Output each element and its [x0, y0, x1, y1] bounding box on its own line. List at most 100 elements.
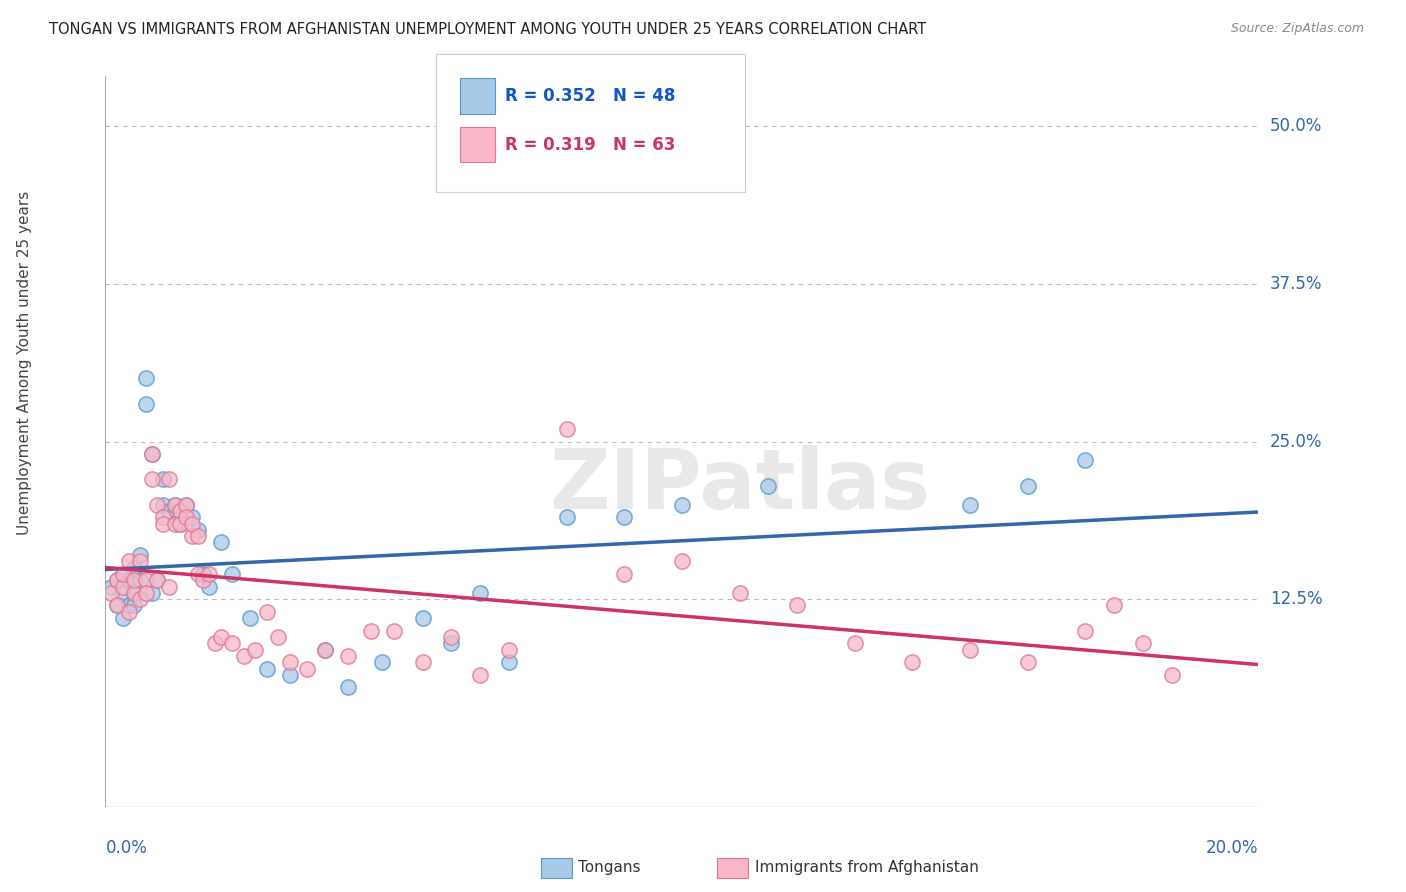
- Point: [336, 648, 359, 663]
- Point: [314, 642, 336, 657]
- Point: [169, 516, 191, 531]
- Point: [239, 611, 262, 625]
- Point: [157, 504, 180, 518]
- Point: [336, 681, 359, 695]
- Point: [124, 574, 146, 588]
- Point: [174, 498, 197, 512]
- Text: 37.5%: 37.5%: [1270, 275, 1323, 293]
- Point: [221, 566, 243, 581]
- Point: [470, 668, 492, 682]
- Point: [187, 523, 209, 537]
- Point: [146, 574, 169, 588]
- Point: [163, 516, 186, 531]
- Point: [198, 580, 221, 594]
- Point: [100, 580, 122, 594]
- Point: [169, 504, 191, 518]
- Point: [117, 605, 139, 619]
- Point: [297, 661, 319, 675]
- Point: [100, 586, 122, 600]
- Point: [124, 586, 146, 600]
- Point: [180, 529, 204, 543]
- Point: [105, 574, 128, 588]
- Point: [141, 447, 163, 461]
- Point: [1161, 668, 1184, 682]
- Point: [278, 655, 301, 669]
- Point: [174, 498, 197, 512]
- Point: [382, 624, 405, 638]
- Point: [163, 498, 186, 512]
- Point: [671, 554, 693, 568]
- Point: [555, 422, 578, 436]
- Point: [105, 574, 128, 588]
- Point: [1017, 655, 1039, 669]
- Point: [221, 636, 243, 650]
- Point: [169, 516, 191, 531]
- Point: [174, 510, 197, 524]
- Point: [1017, 478, 1039, 492]
- Point: [129, 592, 152, 607]
- Point: [959, 642, 981, 657]
- Point: [146, 574, 169, 588]
- Point: [959, 498, 981, 512]
- Point: [498, 655, 520, 669]
- Point: [411, 655, 433, 669]
- Point: [758, 478, 780, 492]
- Point: [232, 648, 254, 663]
- Point: [111, 586, 134, 600]
- Text: R = 0.352   N = 48: R = 0.352 N = 48: [505, 87, 675, 105]
- Text: 12.5%: 12.5%: [1270, 591, 1323, 608]
- Point: [135, 397, 157, 411]
- Point: [129, 548, 152, 562]
- Text: TONGAN VS IMMIGRANTS FROM AFGHANISTAN UNEMPLOYMENT AMONG YOUTH UNDER 25 YEARS CO: TONGAN VS IMMIGRANTS FROM AFGHANISTAN UN…: [49, 22, 927, 37]
- Point: [209, 630, 232, 644]
- Point: [152, 472, 174, 486]
- Point: [141, 447, 163, 461]
- Point: [117, 574, 139, 588]
- Point: [1074, 624, 1097, 638]
- Point: [204, 636, 226, 650]
- Text: 25.0%: 25.0%: [1270, 433, 1323, 450]
- Point: [124, 560, 146, 574]
- Point: [117, 554, 139, 568]
- Point: [124, 599, 146, 613]
- Point: [198, 566, 221, 581]
- Point: [256, 605, 278, 619]
- Text: Source: ZipAtlas.com: Source: ZipAtlas.com: [1230, 22, 1364, 36]
- Point: [209, 535, 232, 549]
- Point: [152, 498, 174, 512]
- Text: 0.0%: 0.0%: [105, 838, 148, 857]
- Point: [129, 554, 152, 568]
- Point: [314, 642, 336, 657]
- Point: [105, 599, 128, 613]
- Point: [111, 566, 134, 581]
- Text: Tongans: Tongans: [578, 860, 640, 874]
- Point: [135, 586, 157, 600]
- Point: [193, 574, 215, 588]
- Point: [901, 655, 924, 669]
- Text: R = 0.319   N = 63: R = 0.319 N = 63: [505, 136, 675, 153]
- Point: [470, 586, 492, 600]
- Text: 20.0%: 20.0%: [1206, 838, 1258, 857]
- Point: [187, 566, 209, 581]
- Point: [141, 586, 163, 600]
- Point: [135, 574, 157, 588]
- Point: [141, 472, 163, 486]
- Point: [613, 510, 636, 524]
- Point: [124, 586, 146, 600]
- Point: [360, 624, 382, 638]
- Point: [187, 529, 209, 543]
- Point: [498, 642, 520, 657]
- Point: [163, 498, 186, 512]
- Point: [193, 566, 215, 581]
- Point: [135, 371, 157, 385]
- Point: [1074, 453, 1097, 467]
- Text: Unemployment Among Youth under 25 years: Unemployment Among Youth under 25 years: [17, 191, 32, 535]
- Point: [169, 510, 191, 524]
- Point: [180, 510, 204, 524]
- Text: Immigrants from Afghanistan: Immigrants from Afghanistan: [755, 860, 979, 874]
- Point: [105, 599, 128, 613]
- Point: [129, 574, 152, 588]
- Point: [111, 580, 134, 594]
- Point: [245, 642, 267, 657]
- Point: [728, 586, 751, 600]
